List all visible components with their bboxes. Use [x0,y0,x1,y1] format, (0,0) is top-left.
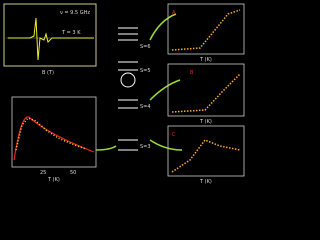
xlabel: T (K) [199,119,212,125]
level-label: S=5 [140,68,151,74]
panel-tag: B [190,70,194,76]
epr-temp: T = 3 K [61,30,81,36]
right-panels: A B C T (K) T (K) T (K) [167,3,245,185]
epr-panel: ν = 9.5 GHz T = 3 K B (T) [3,3,97,76]
xlabel: T (K) [199,179,212,185]
panel-tag: C [172,132,176,138]
level-diagram [118,27,138,151]
figure: ν = 9.5 GHz T = 3 K B (T) 25 50 T (K) S=… [3,3,245,185]
level-label: S=4 [140,104,151,110]
heat-xlabel: T (K) [47,177,60,183]
tick: 25 [40,170,46,176]
epr-freq: ν = 9.5 GHz [60,10,90,16]
level-label: S=3 [140,144,151,150]
xlabel: T (K) [199,57,212,63]
level-label: S=6 [140,44,151,50]
panel-tag: A [172,10,176,16]
epr-xlabel: B (T) [42,70,54,76]
heat-panel: 25 50 T (K) [11,96,97,183]
tick: 50 [70,170,76,176]
arrows [95,13,183,151]
